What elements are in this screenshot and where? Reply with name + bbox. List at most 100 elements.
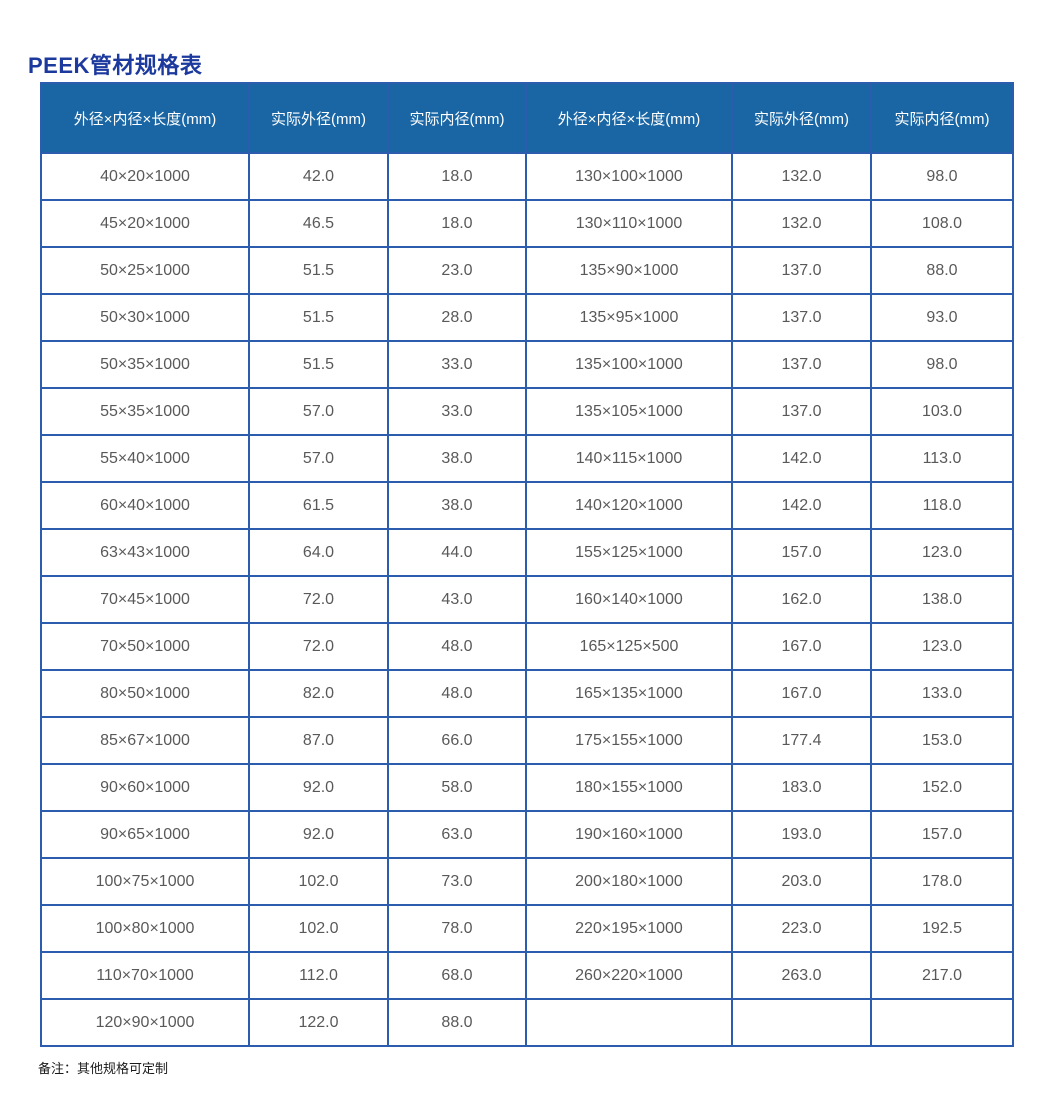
table-cell: 80×50×1000 [40, 669, 250, 718]
table-cell: 157.0 [870, 810, 1014, 859]
table-cell: 46.5 [248, 199, 389, 248]
table-cell: 123.0 [870, 622, 1014, 671]
table-cell [870, 998, 1014, 1047]
table-cell: 130×100×1000 [525, 152, 733, 201]
table-cell: 160×140×1000 [525, 575, 733, 624]
table-cell: 44.0 [387, 528, 527, 577]
table-cell: 68.0 [387, 951, 527, 1000]
table-cell: 190×160×1000 [525, 810, 733, 859]
table-cell: 137.0 [731, 387, 872, 436]
table-cell: 142.0 [731, 434, 872, 483]
table-cell: 133.0 [870, 669, 1014, 718]
table-cell: 90×60×1000 [40, 763, 250, 812]
table-cell [525, 998, 733, 1047]
table-cell: 88.0 [387, 998, 527, 1047]
table-cell: 132.0 [731, 152, 872, 201]
table-cell: 103.0 [870, 387, 1014, 436]
table-cell: 82.0 [248, 669, 389, 718]
table-cell: 45×20×1000 [40, 199, 250, 248]
table-cell: 40×20×1000 [40, 152, 250, 201]
table-row: 90×65×1000 92.0 63.0 190×160×1000 193.0 157.0 [40, 810, 1014, 859]
table-row: 100×80×1000 102.0 78.0 220×195×1000 223.0 192… [40, 904, 1014, 953]
table-cell: 33.0 [387, 340, 527, 389]
table-cell: 102.0 [248, 857, 389, 906]
table-cell: 120×90×1000 [40, 998, 250, 1047]
table-cell: 108.0 [870, 199, 1014, 248]
table-cell: 58.0 [387, 763, 527, 812]
table-cell: 135×105×1000 [525, 387, 733, 436]
header-cell-actual-id-left: 实际内径(mm) [387, 82, 527, 154]
table-row: 70×50×1000 72.0 48.0 165×125×500 167.0 123.0 [40, 622, 1014, 671]
table-row: 50×25×1000 51.5 23.0 135×90×1000 137.0 88.0 [40, 246, 1014, 295]
table-cell: 142.0 [731, 481, 872, 530]
table-cell: 48.0 [387, 669, 527, 718]
table-cell: 18.0 [387, 199, 527, 248]
spec-table: 外径×内径×长度(mm) 实际外径(mm) 实际内径(mm) 外径×内径×长度(… [40, 82, 1014, 1047]
table-cell: 135×90×1000 [525, 246, 733, 295]
table-cell: 157.0 [731, 528, 872, 577]
table-cell: 203.0 [731, 857, 872, 906]
table-cell: 137.0 [731, 293, 872, 342]
table-cell: 23.0 [387, 246, 527, 295]
table-cell: 57.0 [248, 434, 389, 483]
table-cell: 175×155×1000 [525, 716, 733, 765]
table-cell: 66.0 [387, 716, 527, 765]
table-row: 50×30×1000 51.5 28.0 135×95×1000 137.0 93.0 [40, 293, 1014, 342]
table-cell: 140×115×1000 [525, 434, 733, 483]
table-row: 55×35×1000 57.0 33.0 135×105×1000 137.0 103.0 [40, 387, 1014, 436]
table-cell: 155×125×1000 [525, 528, 733, 577]
table-body: 40×20×1000 42.0 18.0 130×100×1000 132.0 98.0 4… [40, 152, 1014, 1047]
table-cell: 70×50×1000 [40, 622, 250, 671]
table-cell: 50×25×1000 [40, 246, 250, 295]
table-row: 70×45×1000 72.0 43.0 160×140×1000 162.0 138.0 [40, 575, 1014, 624]
table-cell: 51.5 [248, 246, 389, 295]
table-row: 100×75×1000 102.0 73.0 200×180×1000 203.0 178… [40, 857, 1014, 906]
table-cell: 200×180×1000 [525, 857, 733, 906]
table-cell: 57.0 [248, 387, 389, 436]
table-row: 63×43×1000 64.0 44.0 155×125×1000 157.0 123.0 [40, 528, 1014, 577]
table-cell: 72.0 [248, 622, 389, 671]
table-cell: 123.0 [870, 528, 1014, 577]
table-cell: 98.0 [870, 152, 1014, 201]
table-cell: 70×45×1000 [40, 575, 250, 624]
table-row: 110×70×1000 112.0 68.0 260×220×1000 263.0 217… [40, 951, 1014, 1000]
table-cell: 137.0 [731, 246, 872, 295]
table-cell: 50×35×1000 [40, 340, 250, 389]
table-cell: 93.0 [870, 293, 1014, 342]
table-cell: 92.0 [248, 763, 389, 812]
table-cell: 63×43×1000 [40, 528, 250, 577]
table-cell: 167.0 [731, 669, 872, 718]
table-cell: 60×40×1000 [40, 481, 250, 530]
table-cell: 177.4 [731, 716, 872, 765]
table-row: 85×67×1000 87.0 66.0 175×155×1000 177.4 153.0 [40, 716, 1014, 765]
table-cell: 55×35×1000 [40, 387, 250, 436]
table-cell: 18.0 [387, 152, 527, 201]
footer-note: 备注：其他规格可定制 [38, 1061, 169, 1076]
table-cell: 42.0 [248, 152, 389, 201]
table-cell: 180×155×1000 [525, 763, 733, 812]
table-cell: 122.0 [248, 998, 389, 1047]
table-header: 外径×内径×长度(mm) 实际外径(mm) 实际内径(mm) 外径×内径×长度(… [40, 82, 1014, 154]
table-cell: 78.0 [387, 904, 527, 953]
table-cell: 153.0 [870, 716, 1014, 765]
table-cell: 113.0 [870, 434, 1014, 483]
table-cell: 260×220×1000 [525, 951, 733, 1000]
table-cell: 87.0 [248, 716, 389, 765]
table-cell: 28.0 [387, 293, 527, 342]
header-cell-actual-od-left: 实际外径(mm) [248, 82, 389, 154]
table-cell: 223.0 [731, 904, 872, 953]
table-cell: 61.5 [248, 481, 389, 530]
header-cell-actual-od-right: 实际外径(mm) [731, 82, 872, 154]
table-cell: 43.0 [387, 575, 527, 624]
table-cell: 85×67×1000 [40, 716, 250, 765]
table-cell: 92.0 [248, 810, 389, 859]
table-cell: 178.0 [870, 857, 1014, 906]
page-title: PEEK管材规格表 [28, 52, 203, 78]
table-cell: 167.0 [731, 622, 872, 671]
table-cell: 38.0 [387, 481, 527, 530]
table-cell: 217.0 [870, 951, 1014, 1000]
table-cell: 90×65×1000 [40, 810, 250, 859]
table-cell: 51.5 [248, 293, 389, 342]
table-cell: 88.0 [870, 246, 1014, 295]
